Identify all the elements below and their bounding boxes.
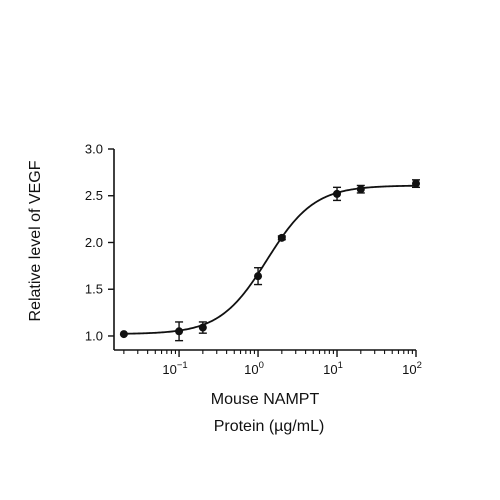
y-tick-label: 2.0 xyxy=(85,235,103,250)
x-tick-label: 10−1 xyxy=(162,360,187,377)
data-point xyxy=(356,185,365,194)
data-point xyxy=(198,323,207,332)
data-point xyxy=(175,327,184,336)
data-point xyxy=(254,272,263,281)
data-point xyxy=(119,330,128,339)
data-points xyxy=(119,179,420,339)
y-tick-label: 2.5 xyxy=(85,188,103,203)
x-tick-label: 102 xyxy=(402,360,422,377)
data-point xyxy=(277,233,286,242)
axes xyxy=(113,149,416,351)
y-axis-title: Relative level of VEGF xyxy=(27,160,44,321)
y-tick-label: 3.0 xyxy=(85,142,103,157)
error-bars xyxy=(175,179,420,342)
x-ticks: 10−1 100 101 102 xyxy=(123,350,422,377)
x-tick-label: 100 xyxy=(244,360,264,377)
fit-curve xyxy=(123,184,417,335)
x-tick-label: 101 xyxy=(323,360,343,377)
y-tick-label: 1.0 xyxy=(85,328,103,343)
y-ticks: 1.0 1.5 2.0 2.5 3.0 xyxy=(85,142,114,343)
x-axis-title-line-1: Mouse NAMPT xyxy=(211,391,320,408)
data-point xyxy=(333,189,342,198)
data-point xyxy=(412,179,420,188)
x-axis-title-line-2: Protein (µg/mL) xyxy=(214,418,325,435)
y-tick-label: 1.5 xyxy=(85,282,103,297)
